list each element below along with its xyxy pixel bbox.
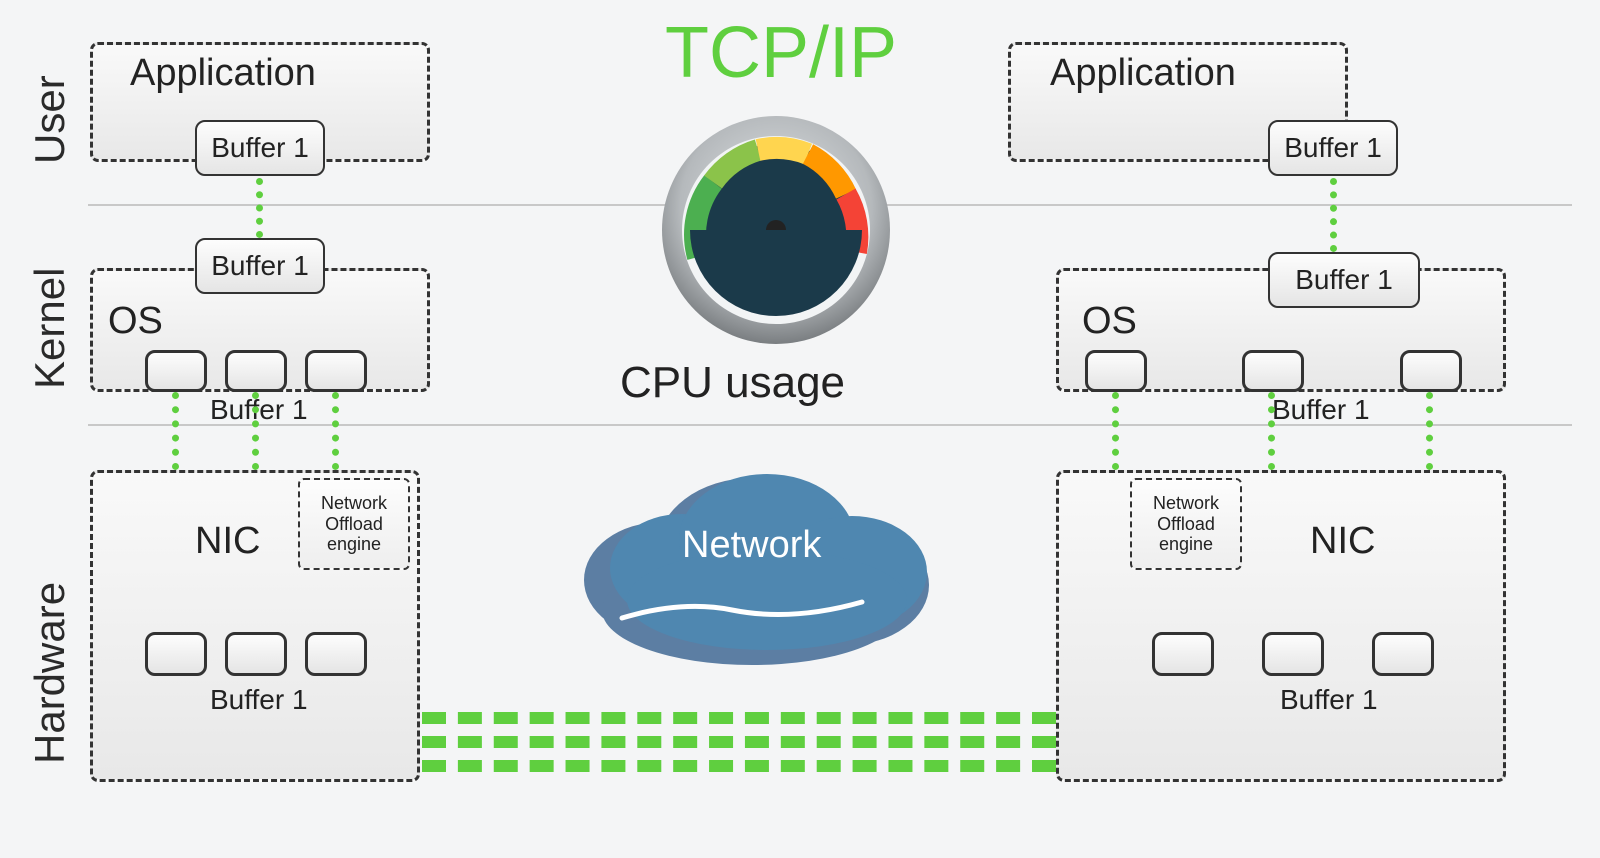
left-nic-tiny-2 [225, 632, 287, 676]
conn-nic-nic-3 [422, 760, 1056, 772]
left-nic-tiny-label: Buffer 1 [210, 684, 308, 716]
right-os-tiny-3 [1400, 350, 1462, 392]
conn-right-os-nic-2 [1268, 392, 1275, 470]
left-os-tiny-3 [305, 350, 367, 392]
cpu-gauge-icon [658, 112, 894, 353]
left-os-title: OS [108, 300, 163, 343]
right-os-tiny-label: Buffer 1 [1272, 394, 1370, 426]
conn-right-os-nic-3 [1426, 392, 1433, 470]
conn-left-os-nic-2 [252, 392, 259, 470]
left-nic-title: NIC [195, 520, 260, 563]
right-nic-tiny-3 [1372, 632, 1434, 676]
conn-left-app-os [256, 178, 263, 238]
left-nic-tiny-1 [145, 632, 207, 676]
row-label-user: User [26, 44, 74, 164]
network-label: Network [682, 524, 821, 567]
row-label-kernel: Kernel [26, 239, 74, 389]
left-app-buffer: Buffer 1 [195, 120, 325, 176]
right-nic-tiny-label: Buffer 1 [1280, 684, 1378, 716]
conn-left-os-nic-1 [172, 392, 179, 470]
network-cloud-icon [552, 450, 952, 685]
conn-right-os-nic-1 [1112, 392, 1119, 470]
right-os-tiny-2 [1242, 350, 1304, 392]
right-os-tiny-1 [1085, 350, 1147, 392]
left-os-buffer: Buffer 1 [195, 238, 325, 294]
right-os-title: OS [1082, 300, 1137, 343]
row-label-hardware: Hardware [26, 524, 74, 764]
right-nic-tiny-1 [1152, 632, 1214, 676]
cpu-usage-label: CPU usage [620, 358, 845, 408]
right-nic-panel [1056, 470, 1506, 782]
left-os-tiny-2 [225, 350, 287, 392]
left-os-tiny-1 [145, 350, 207, 392]
right-nic-title: NIC [1310, 520, 1375, 563]
conn-nic-nic-1 [422, 712, 1056, 724]
right-nic-tiny-2 [1262, 632, 1324, 676]
left-nic-offload: Network Offload engine [298, 478, 410, 570]
left-app-title: Application [130, 52, 316, 95]
right-app-buffer: Buffer 1 [1268, 120, 1398, 176]
conn-right-app-os [1330, 178, 1337, 252]
right-os-buffer: Buffer 1 [1268, 252, 1420, 308]
conn-nic-nic-2 [422, 736, 1056, 748]
right-app-title: Application [1050, 52, 1236, 95]
right-nic-offload: Network Offload engine [1130, 478, 1242, 570]
page-title: TCP/IP [665, 12, 897, 94]
left-nic-tiny-3 [305, 632, 367, 676]
conn-left-os-nic-3 [332, 392, 339, 470]
